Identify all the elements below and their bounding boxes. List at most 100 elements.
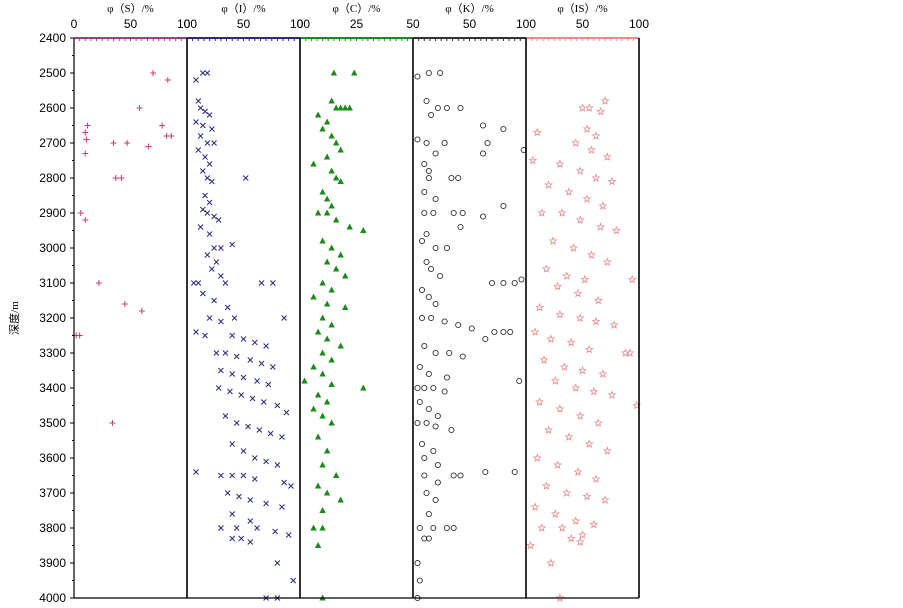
data-point-K: [507, 328, 514, 336]
data-point-C: [314, 433, 322, 440]
data-point-I: [229, 472, 236, 479]
data-point-I: [197, 224, 204, 230]
data-point-IS: [573, 288, 583, 298]
data-point-I: [274, 402, 281, 409]
data-point-C: [332, 174, 340, 181]
data-point-IS: [589, 386, 599, 396]
data-point-IS: [537, 523, 547, 532]
data-point-IS: [555, 404, 565, 413]
data-point-C: [323, 300, 331, 307]
data-point-K: [432, 496, 439, 504]
data-point-K: [457, 472, 464, 479]
data-point-I: [206, 315, 213, 321]
data-point-IS: [625, 348, 635, 357]
data-point-IS: [553, 460, 563, 469]
data-point-I: [206, 161, 213, 167]
data-point-IS: [550, 376, 560, 385]
data-point-K: [432, 300, 439, 308]
data-point-C: [351, 69, 358, 76]
data-point-I: [283, 409, 290, 416]
data-point-I: [245, 423, 251, 430]
data-point-S: [164, 77, 171, 83]
data-point-K: [446, 349, 453, 357]
data-point-IS: [587, 145, 597, 154]
data-point-IS: [587, 250, 597, 259]
data-point-I: [206, 112, 213, 118]
data-point-C: [328, 381, 335, 387]
data-point-S: [150, 70, 157, 76]
data-point-I: [211, 140, 217, 146]
data-point-IS: [535, 397, 545, 406]
data-point-K: [421, 454, 428, 462]
data-point-K: [434, 412, 441, 420]
data-point-K: [423, 419, 430, 427]
data-point-K: [500, 202, 507, 210]
data-point-K: [418, 286, 426, 294]
data-point-I: [272, 528, 278, 535]
data-point-K: [423, 489, 430, 497]
data-point-IS: [602, 257, 612, 266]
data-point-K: [437, 272, 444, 280]
data-point-IS: [566, 337, 576, 347]
data-point-K: [423, 230, 430, 238]
data-point-I: [213, 259, 220, 265]
data-point-I: [193, 77, 199, 83]
x-tick-label-K: 100: [516, 17, 536, 31]
data-point-I: [209, 126, 215, 132]
data-point-IS: [598, 369, 608, 378]
data-point-I: [190, 280, 197, 286]
data-point-S: [168, 133, 175, 139]
panel-title-I: φ（I）/%: [221, 2, 265, 15]
data-point-I: [193, 119, 199, 125]
data-point-K: [425, 174, 432, 182]
data-point-S: [77, 210, 84, 216]
data-point-I: [233, 525, 240, 531]
data-point-K: [434, 104, 441, 112]
data-point-K: [450, 472, 457, 479]
data-point-I: [218, 318, 224, 325]
data-point-IS: [584, 439, 594, 448]
data-point-C: [328, 419, 335, 426]
data-point-I: [258, 280, 265, 286]
y-tick-label: 3800: [39, 521, 66, 535]
data-point-C: [328, 356, 335, 363]
data-point-C: [319, 412, 326, 419]
data-point-I: [209, 178, 215, 185]
data-point-C: [323, 335, 331, 342]
data-point-IS: [568, 243, 578, 252]
data-point-C: [319, 125, 326, 132]
data-point-C: [323, 118, 331, 125]
data-point-K: [416, 577, 423, 584]
data-point-IS: [575, 215, 585, 224]
data-point-I: [218, 525, 224, 531]
data-point-C: [337, 496, 344, 503]
y-tick-label: 2800: [39, 171, 66, 185]
data-point-I: [238, 392, 245, 398]
data-point-IS: [600, 495, 610, 504]
data-point-C: [323, 209, 331, 216]
data-point-K: [443, 524, 450, 532]
data-point-S: [136, 105, 143, 111]
data-point-C: [323, 195, 331, 202]
data-point-K: [418, 440, 426, 448]
data-point-C: [332, 265, 340, 272]
data-point-I: [222, 280, 229, 286]
data-point-IS: [550, 509, 560, 518]
data-point-K: [423, 97, 430, 105]
data-point-I: [204, 210, 211, 216]
data-point-K: [421, 209, 428, 217]
data-point-IS: [562, 271, 572, 280]
data-point-IS: [575, 411, 585, 420]
y-tick-label: 3600: [39, 451, 66, 465]
data-point-K: [414, 419, 421, 427]
data-point-IS: [602, 446, 612, 455]
data-point-K: [450, 524, 457, 532]
data-point-C: [337, 342, 344, 349]
data-point-C: [319, 524, 326, 531]
data-point-K: [455, 174, 462, 182]
x-tick-label-S: 0: [71, 17, 78, 31]
data-point-S: [118, 175, 125, 181]
data-point-K: [459, 209, 466, 217]
data-point-K: [491, 328, 498, 336]
